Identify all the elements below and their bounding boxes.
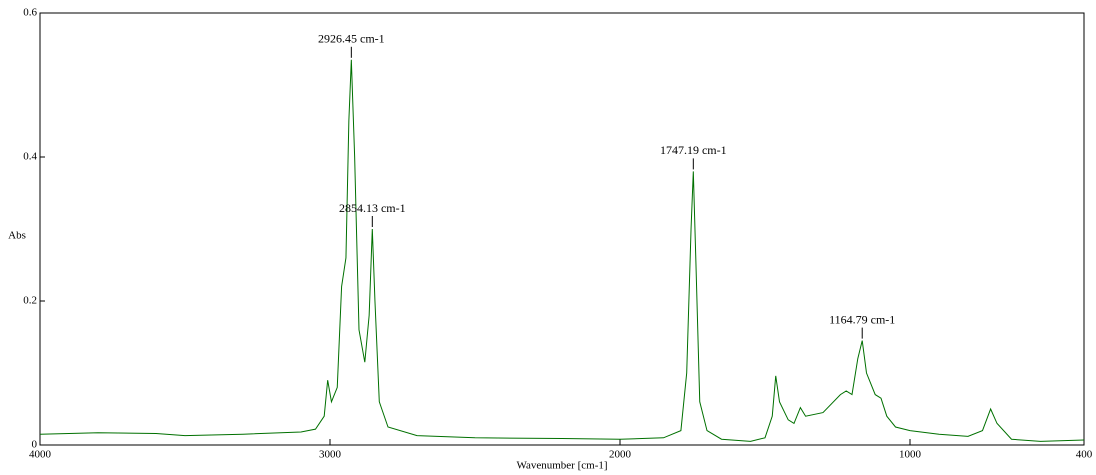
x-axis-label: Wavenumber [cm-1]: [516, 460, 607, 472]
peak-label: 1747.19 cm-1: [660, 143, 727, 157]
spectrum-line: [39, 59, 1085, 442]
plot-frame: [39, 12, 1085, 446]
y-tick-label: 0.2: [23, 295, 37, 307]
peak-label: 1164.79 cm-1: [829, 312, 895, 326]
y-axis-label: Abs: [8, 230, 26, 242]
x-tick-label: 2000: [609, 449, 632, 461]
x-tick-label: 1000: [899, 449, 922, 461]
y-tick-label: 0.6: [23, 7, 37, 19]
x-tick-label: 400: [1076, 449, 1093, 461]
y-tick-label: 0: [32, 439, 38, 451]
y-tick-label: 0.4: [23, 151, 37, 163]
x-tick-label: 4000: [29, 449, 52, 461]
peak-label: 2854.13 cm-1: [339, 201, 406, 215]
peak-label: 2926.45 cm-1: [318, 32, 385, 46]
x-tick-label: 3000: [319, 449, 342, 461]
